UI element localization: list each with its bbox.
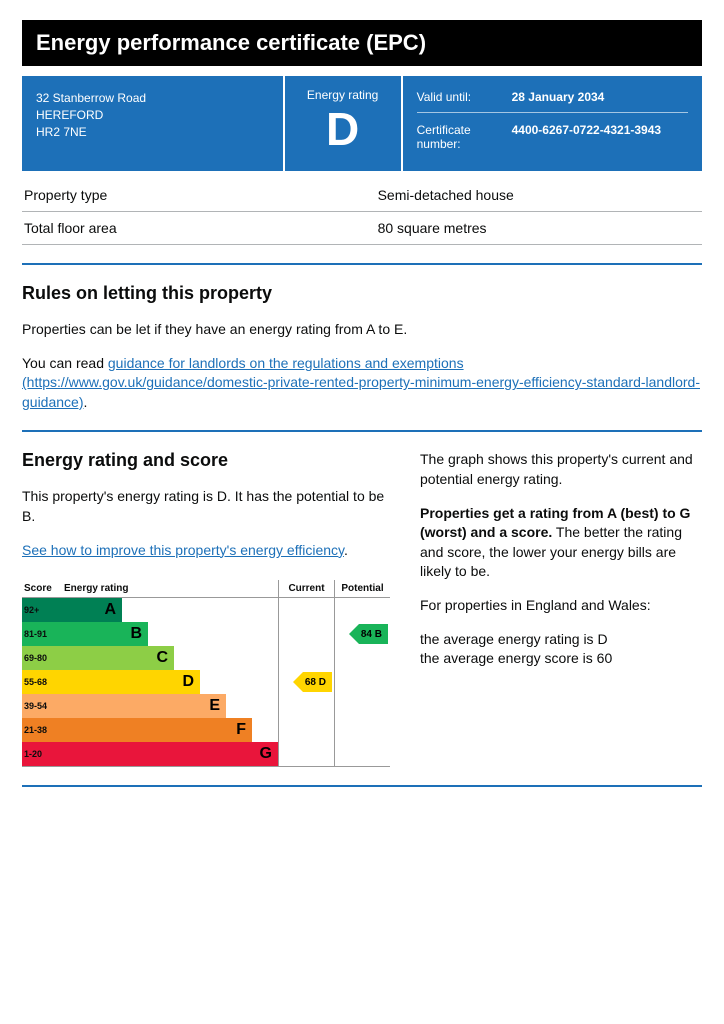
col-score: Score [22, 580, 62, 597]
chart-row: 1-20G [22, 742, 390, 766]
bar-area: E [62, 694, 278, 718]
bar-area: F [62, 718, 278, 742]
band-range: 55-68 [22, 670, 62, 694]
section-divider [22, 263, 702, 265]
score-heading: Energy rating and score [22, 450, 390, 471]
address-line: 32 Stanberrow Road [36, 90, 269, 107]
band-range: 92+ [22, 598, 62, 622]
current-marker: 68 D [293, 672, 332, 692]
property-type-value: Semi-detached house [376, 179, 702, 212]
valid-until-label: Valid until: [417, 90, 512, 104]
floor-area-label: Total floor area [22, 212, 376, 245]
property-type-label: Property type [22, 179, 376, 212]
address-line: HEREFORD [36, 107, 269, 124]
band-range: 81-91 [22, 622, 62, 646]
improve-link[interactable]: See how to improve this property's energ… [22, 542, 344, 558]
energy-chart: Score Energy rating Current Potential 92… [22, 580, 390, 767]
chart-row: 69-80C [22, 646, 390, 670]
band-bar: A [62, 598, 122, 622]
marker-cols [278, 646, 390, 670]
rating-box: Energy rating D [283, 76, 403, 171]
rules-heading: Rules on letting this property [22, 283, 702, 304]
rating-explanation: Properties get a rating from A (best) to… [420, 504, 702, 582]
valid-until-value: 28 January 2034 [512, 90, 688, 104]
band-bar: E [62, 694, 226, 718]
section-divider [22, 785, 702, 787]
avg-rating: the average energy rating is D [420, 631, 608, 647]
chart-row: 81-91B 84 B [22, 622, 390, 646]
col-current: Current [278, 580, 334, 597]
text: . [344, 542, 348, 558]
guidance-link[interactable]: guidance for landlords on the regulation… [22, 355, 700, 410]
bar-area: D [62, 670, 278, 694]
property-table: Property type Semi-detached house Total … [22, 179, 702, 245]
right-column: The graph shows this property's current … [420, 450, 702, 767]
table-row: Property type Semi-detached house [22, 179, 702, 212]
marker-cols: 68 D [278, 670, 390, 694]
band-bar: B [62, 622, 148, 646]
page-title: Energy performance certificate (EPC) [22, 20, 702, 66]
band-bar: D [62, 670, 200, 694]
cert-number-value: 4400-6267-0722-4321-3943 [512, 123, 688, 151]
floor-area-value: 80 square metres [376, 212, 702, 245]
band-range: 69-80 [22, 646, 62, 670]
band-bar: F [62, 718, 252, 742]
chart-row: 92+A [22, 598, 390, 622]
chart-row: 55-68D 68 D [22, 670, 390, 694]
left-column: Energy rating and score This property's … [22, 450, 390, 767]
section-divider [22, 430, 702, 432]
address-block: 32 Stanberrow Road HEREFORD HR2 7NE [22, 76, 283, 171]
potential-marker: 84 B [349, 624, 388, 644]
band-bar: G [62, 742, 278, 766]
divider [417, 112, 688, 113]
certificate-details: Valid until: 28 January 2034 Certificate… [403, 76, 702, 171]
chart-row: 21-38F [22, 718, 390, 742]
band-range: 21-38 [22, 718, 62, 742]
rating-letter: D [322, 106, 363, 152]
averages: the average energy rating is D the avera… [420, 630, 702, 669]
table-row: Total floor area 80 square metres [22, 212, 702, 245]
marker-cols [278, 742, 390, 766]
address-line: HR2 7NE [36, 124, 269, 141]
bar-area: A [62, 598, 278, 622]
graph-description: The graph shows this property's current … [420, 450, 702, 489]
col-rating: Energy rating [62, 580, 278, 597]
bar-area: B [62, 622, 278, 646]
band-bar: C [62, 646, 174, 670]
bar-area: G [62, 742, 278, 766]
rules-text: Properties can be let if they have an en… [22, 320, 702, 340]
text: . [84, 394, 88, 410]
band-range: 39-54 [22, 694, 62, 718]
region-note: For properties in England and Wales: [420, 596, 702, 616]
text: You can read [22, 355, 108, 371]
chart-row: 39-54E [22, 694, 390, 718]
marker-cols [278, 598, 390, 622]
band-range: 1-20 [22, 742, 62, 766]
chart-border [22, 766, 390, 767]
score-description: This property's energy rating is D. It h… [22, 487, 390, 526]
rating-score-section: Energy rating and score This property's … [22, 450, 702, 767]
marker-cols [278, 694, 390, 718]
chart-header: Score Energy rating Current Potential [22, 580, 390, 598]
rules-guidance: You can read guidance for landlords on t… [22, 354, 702, 413]
avg-score: the average energy score is 60 [420, 650, 612, 666]
cert-number-label: Certificate number: [417, 123, 512, 151]
marker-cols [278, 718, 390, 742]
marker-cols: 84 B [278, 622, 390, 646]
col-potential: Potential [334, 580, 390, 597]
rating-label: Energy rating [285, 88, 401, 102]
summary-panel: 32 Stanberrow Road HEREFORD HR2 7NE Ener… [22, 76, 702, 171]
chart-body: 92+A81-91B84 B69-80C55-68D68 D39-54E21-3… [22, 598, 390, 766]
bar-area: C [62, 646, 278, 670]
